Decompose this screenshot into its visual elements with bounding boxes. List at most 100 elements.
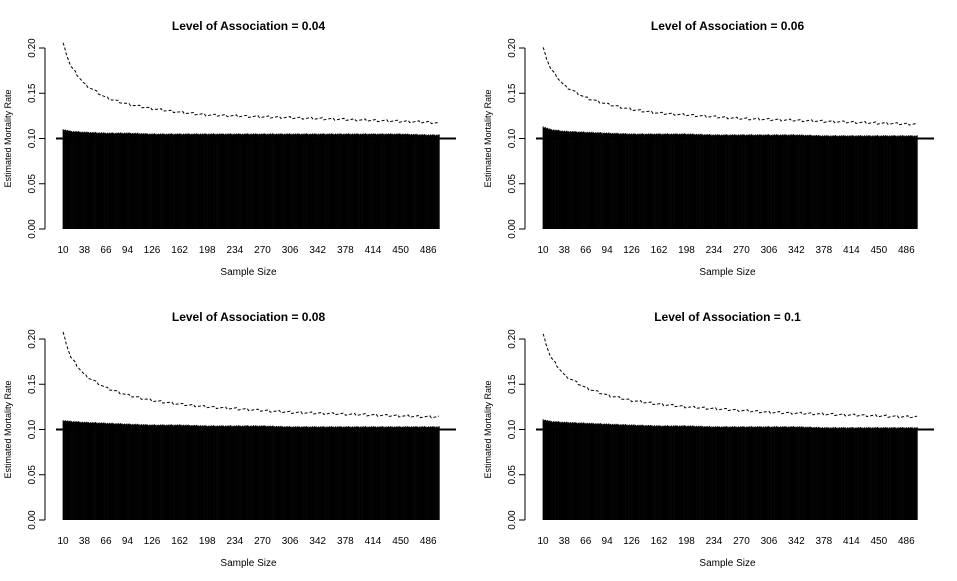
bar — [809, 134, 811, 229]
bar — [289, 134, 291, 229]
bar — [429, 426, 431, 520]
bar — [131, 424, 133, 520]
x-tick-label: 450 — [870, 245, 887, 256]
bar — [172, 133, 174, 229]
bar — [796, 134, 798, 229]
bar — [573, 131, 575, 229]
bar — [612, 424, 614, 520]
bar — [140, 133, 142, 229]
bar — [757, 427, 759, 520]
bar — [813, 426, 815, 520]
bar — [397, 426, 400, 520]
bar — [744, 134, 746, 229]
bar — [563, 422, 565, 520]
bar — [689, 133, 691, 229]
bar — [899, 135, 901, 229]
bar — [610, 133, 612, 229]
bar — [407, 133, 409, 229]
bar — [293, 134, 295, 229]
bar — [208, 133, 210, 229]
bar — [809, 427, 811, 520]
bar — [119, 132, 121, 229]
bar — [850, 427, 853, 520]
bar — [773, 134, 775, 229]
bar — [96, 422, 98, 520]
bar — [235, 425, 237, 520]
bar — [863, 427, 866, 520]
bar — [279, 133, 281, 229]
bar — [246, 425, 248, 520]
bar — [432, 134, 434, 229]
bar — [349, 426, 351, 520]
bar — [434, 134, 436, 229]
bar — [131, 133, 133, 229]
bar — [557, 421, 559, 520]
bar — [77, 131, 80, 229]
bar — [196, 425, 198, 520]
bar — [610, 424, 612, 520]
bar — [591, 422, 593, 520]
bar — [655, 425, 657, 520]
bar — [648, 134, 650, 229]
bar — [330, 426, 332, 520]
bar — [127, 423, 129, 520]
bar — [169, 425, 171, 520]
bar — [915, 136, 917, 229]
bar — [883, 428, 885, 520]
bar — [888, 427, 890, 520]
bar — [76, 422, 78, 520]
bar — [867, 428, 869, 520]
bar — [331, 426, 333, 520]
bar — [103, 422, 105, 520]
bar — [676, 133, 679, 229]
bar — [106, 133, 108, 229]
bar — [88, 423, 90, 520]
bar — [207, 426, 209, 520]
bar — [252, 133, 254, 229]
bar — [138, 133, 140, 229]
bar — [287, 427, 289, 520]
bar — [120, 424, 123, 520]
bar — [316, 134, 318, 229]
bar — [896, 135, 898, 229]
bar — [797, 135, 799, 229]
bar — [236, 134, 238, 229]
bar — [426, 135, 428, 229]
bar — [586, 131, 588, 229]
bar — [338, 134, 340, 229]
bar — [706, 426, 708, 520]
bar — [791, 135, 793, 229]
bar — [185, 424, 187, 520]
bar — [711, 427, 713, 520]
bar — [420, 134, 423, 229]
bar — [868, 135, 870, 229]
bar — [614, 423, 616, 520]
bar — [795, 135, 797, 229]
bar — [563, 131, 565, 229]
bar — [118, 424, 120, 520]
bar — [886, 135, 888, 229]
bar — [224, 134, 226, 229]
bar — [580, 131, 582, 229]
y-tick-label: 0.05 — [507, 174, 518, 194]
bar — [741, 134, 743, 229]
bar — [81, 421, 83, 520]
bar — [126, 423, 128, 520]
bar — [573, 422, 575, 520]
bar — [178, 133, 180, 229]
bar — [710, 134, 712, 229]
bar — [622, 133, 624, 229]
x-tick-label: 486 — [898, 245, 915, 256]
bar — [165, 134, 167, 229]
bar — [837, 136, 839, 229]
bar — [327, 427, 329, 520]
bar — [153, 133, 155, 229]
bar — [407, 134, 409, 229]
x-tick-label: 378 — [337, 245, 354, 256]
x-tick-label: 486 — [420, 245, 437, 256]
bar — [191, 133, 193, 229]
bar — [217, 426, 219, 520]
bar — [189, 425, 191, 520]
bar — [786, 426, 788, 520]
bar — [298, 426, 301, 520]
